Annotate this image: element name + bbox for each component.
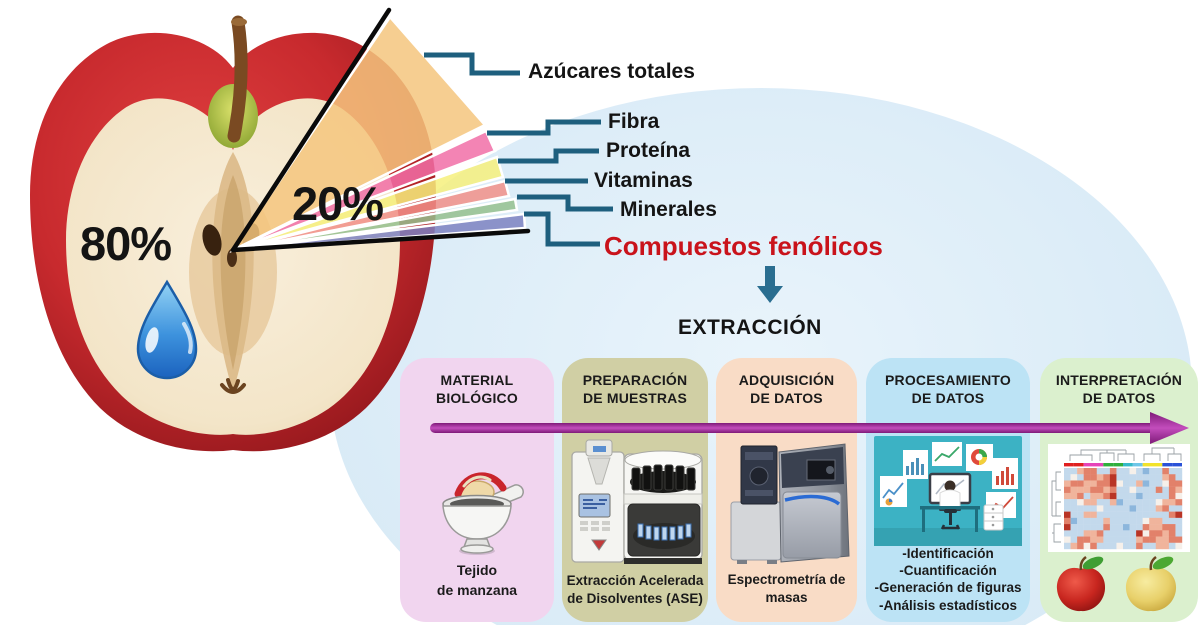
sample-vials	[631, 464, 696, 491]
label-fiber: Fibra	[608, 110, 660, 133]
extraction-label: EXTRACCIÓN	[678, 316, 822, 339]
panel-caption: Espectrometría de masas	[727, 571, 846, 606]
label-protein: Proteína	[606, 139, 691, 162]
apple-calyx	[220, 378, 246, 394]
ase-instrument-illustration	[571, 439, 703, 564]
label-sugars: Azúcares totales	[528, 60, 695, 83]
brand-mark	[591, 539, 607, 551]
person-head	[944, 480, 956, 492]
chart-cards	[880, 442, 1018, 518]
apple-varieties	[1056, 556, 1177, 612]
label-vitamins: Vitaminas	[594, 169, 693, 192]
leaf-icon	[1152, 556, 1174, 570]
water-drop-icon	[136, 279, 198, 380]
apple-seed	[242, 223, 260, 251]
panel-caption: Extracción Acelerada de Disolventes (ASE…	[566, 572, 704, 607]
water-percentage-label: 80%	[80, 217, 172, 270]
extract-tubes	[637, 523, 692, 541]
yellow-apple-icon	[1125, 556, 1177, 612]
desk	[920, 506, 980, 510]
panel-caption: Tejido de manzana	[436, 562, 518, 598]
panel-title: PROCESAMIENTO DE DATOS	[884, 372, 1012, 407]
instrument-screen	[578, 493, 611, 518]
mass-spectrometer-illustration	[730, 443, 850, 564]
person-body	[939, 489, 961, 508]
apple-seed	[202, 224, 222, 256]
apple-stem	[227, 15, 248, 143]
workstation	[920, 472, 1004, 532]
panel-material-biologico: MATERIAL BIOLÓGICO Tejido de manzana	[400, 358, 554, 622]
red-apple-icon	[1056, 556, 1106, 612]
panel-procesamiento-datos: PROCESAMIENTO DE DATOS	[866, 358, 1030, 622]
panel-adquisicion-datos: ADQUISICIÓN DE DATOS	[716, 358, 857, 622]
connector-sugars	[424, 52, 520, 76]
heatmap-illustration	[1048, 444, 1190, 552]
panel-title: INTERPRETACIÓN DE DATOS	[1055, 372, 1183, 407]
panel-title: MATERIAL BIOLÓGICO	[436, 372, 518, 407]
dry-percentage-label: 20%	[292, 177, 384, 230]
label-minerals: Minerales	[620, 198, 717, 221]
leaf-icon	[1082, 556, 1104, 570]
source-port	[806, 459, 835, 481]
mortar-bowl	[442, 505, 512, 540]
panel-preparacion-muestras: PREPARACIÓN DE MUESTRAS	[562, 358, 708, 622]
dendrogram-top	[1069, 447, 1182, 461]
data-processing-illustration	[874, 436, 1022, 546]
mortar-pestle-icon	[442, 472, 524, 555]
heatmap-class-strip	[1064, 463, 1182, 467]
heatmap-cells	[1064, 468, 1183, 550]
cabinet	[730, 501, 781, 561]
stem-well	[208, 84, 258, 148]
label-phenolic-compounds: Compuestos fenólicos	[604, 231, 883, 261]
dendrogram-left	[1051, 471, 1061, 543]
panel-title: ADQUISICIÓN DE DATOS	[738, 372, 835, 407]
panel-title: PREPARACIÓN DE MUESTRAS	[582, 372, 688, 407]
panel-caption: -Identificación -Cuantificación -Generac…	[874, 545, 1022, 613]
blue-accent	[784, 494, 840, 506]
panel-interpretacion-datos: INTERPRETACIÓN DE DATOS	[1040, 358, 1198, 622]
